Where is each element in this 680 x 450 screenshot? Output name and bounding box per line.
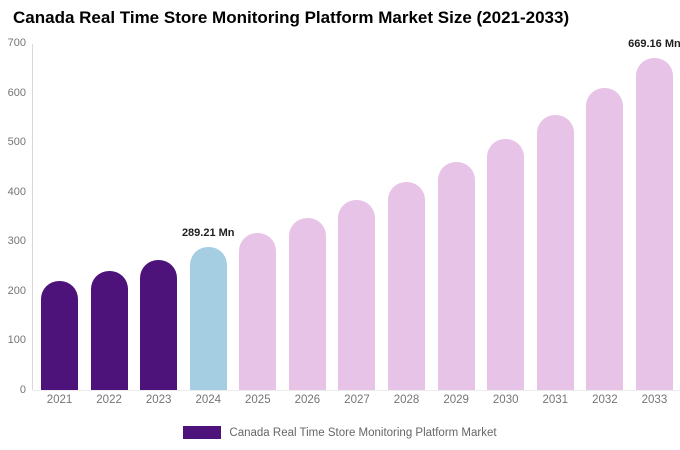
bar-2026 [288,217,326,390]
bar-2029 [437,161,475,390]
chart-title: Canada Real Time Store Monitoring Platfo… [13,8,570,27]
bar-2031 [536,114,574,390]
bar-2027 [338,200,376,390]
x-tick-2031: 2031 [542,394,569,406]
bar-column-2021: 2021 [41,43,78,406]
bar-column-2025: 2025 [239,43,277,406]
bar-column-2033: 669.16 Mn 2033 [628,38,680,406]
x-tick-2021: 2021 [46,394,73,406]
x-tick-2022: 2022 [96,394,122,406]
x-tick-2032: 2032 [592,394,618,406]
x-tick-2030: 2030 [492,394,519,406]
x-tick-2025: 2025 [245,394,271,406]
x-axis-line [33,390,680,391]
bar-2028 [388,181,426,390]
bar-column-2028: 2028 [388,43,426,406]
legend-swatch [183,426,222,439]
y-tick-100: 100 [7,334,26,347]
bar-column-2022: 2022 [90,43,128,406]
bar-column-2026: 2026 [288,43,326,406]
y-tick-300: 300 [7,235,26,248]
bar-2022 [90,271,128,390]
y-tick-700: 700 [7,37,26,49]
x-tick-2026: 2026 [294,394,321,406]
x-tick-2023: 2023 [145,394,172,406]
value-label-2033: 669.16 Mn [628,38,680,51]
bar-2024 [189,246,227,390]
y-tick-0: 0 [19,384,26,396]
x-tick-2028: 2028 [393,394,420,406]
y-tick-600: 600 [7,86,26,99]
y-tick-400: 400 [7,185,26,198]
bar-2032 [586,87,624,390]
bar-column-2032: 2032 [586,43,624,406]
bar-column-2029: 2029 [437,43,475,406]
legend: Canada Real Time Store Monitoring Platfo… [0,426,680,439]
bar-2030 [487,139,525,390]
x-tick-2029: 2029 [443,394,469,406]
bar-2023 [140,259,178,390]
legend-label: Canada Real Time Store Monitoring Platfo… [229,426,497,439]
bar-column-2031: 2031 [536,43,574,406]
y-tick-500: 500 [7,136,26,149]
bar-2025 [239,232,277,390]
x-tick-2024: 2024 [195,394,222,406]
value-label-2024: 289.21 Mn [181,226,235,239]
bar-2021 [41,281,78,390]
y-tick-200: 200 [7,284,26,297]
x-tick-2033: 2033 [641,394,668,406]
bar-column-2023: 2023 [140,43,178,406]
bar-2033 [635,58,673,390]
bar-column-2030: 2030 [487,43,525,406]
bar-column-2024: 289.21 Mn 2024 [182,43,235,406]
plot-area: 2021 2022 2023 289.21 Mn 2024 2025 2026 2027 202… [33,38,680,406]
x-tick-2027: 2027 [344,394,370,406]
y-axis-line [32,44,33,390]
bar-column-2027: 2027 [338,43,376,406]
